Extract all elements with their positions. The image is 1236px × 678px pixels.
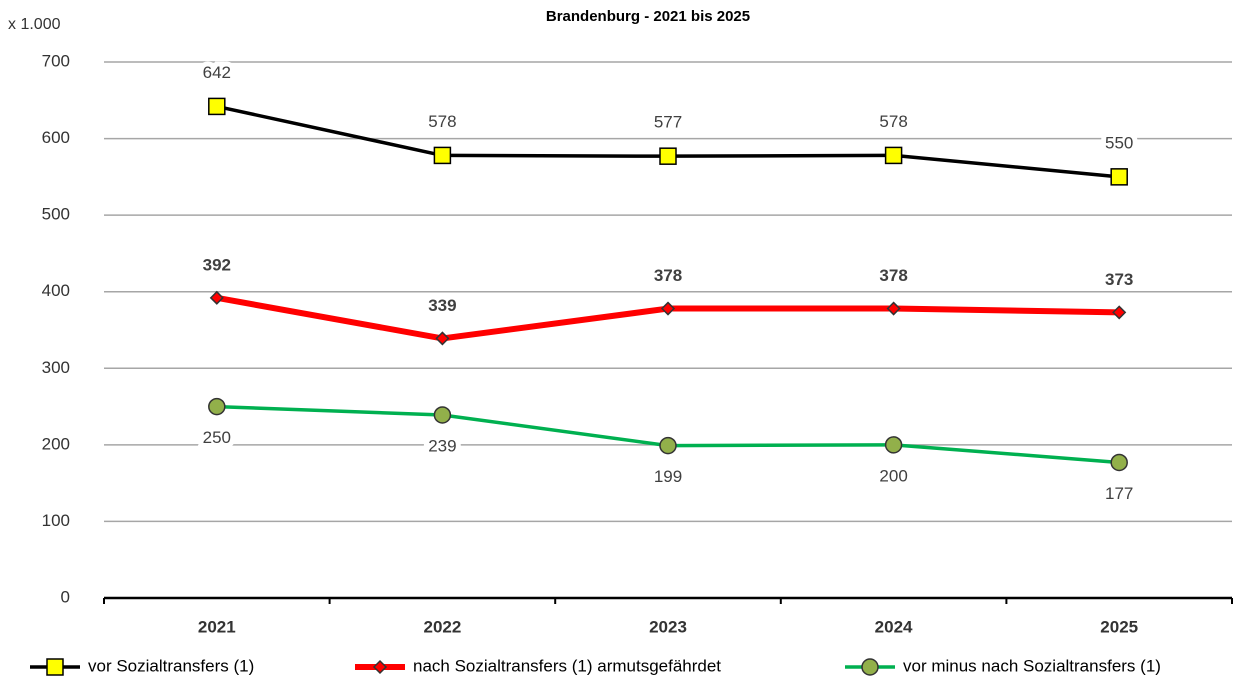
data-label: 177	[1105, 484, 1133, 503]
data-label: 642	[203, 63, 231, 82]
legend-marker	[46, 658, 64, 676]
data-point	[208, 397, 226, 416]
data-point	[209, 290, 224, 305]
data-label: 578	[879, 112, 907, 131]
x-tick-label: 2025	[1100, 617, 1138, 636]
y-unit-label: x 1.000	[8, 16, 61, 33]
y-tick-label: 300	[42, 358, 70, 377]
y-tick-label: 500	[42, 205, 70, 224]
data-label: 578	[428, 112, 456, 131]
legend-label: nach Sozialtransfers (1) armutsgefährdet	[413, 656, 721, 675]
y-tick-label: 0	[61, 587, 70, 606]
legend-label: vor Sozialtransfers (1)	[88, 656, 254, 675]
y-tick-label: 600	[42, 128, 70, 147]
data-point	[1112, 305, 1127, 320]
legend-label: vor minus nach Sozialtransfers (1)	[903, 656, 1161, 675]
y-tick-label: 200	[42, 434, 70, 453]
legend-marker	[372, 659, 388, 675]
x-tick-label: 2024	[875, 617, 913, 636]
data-label: 373	[1105, 270, 1133, 289]
data-label: 339	[428, 296, 456, 315]
data-point	[433, 146, 452, 165]
data-label: 378	[654, 266, 682, 285]
y-tick-label: 400	[42, 281, 70, 300]
x-tick-label: 2021	[198, 617, 236, 636]
data-label: 392	[203, 255, 231, 274]
data-point	[659, 436, 677, 455]
chart-title: Brandenburg - 2021 bis 2025	[546, 8, 750, 25]
data-point	[886, 301, 901, 316]
data-label: 239	[428, 436, 456, 455]
data-label: 550	[1105, 133, 1133, 152]
x-tick-label: 2023	[649, 617, 687, 636]
y-tick-label: 700	[42, 51, 70, 70]
data-point	[1110, 453, 1128, 472]
y-tick-label: 100	[42, 511, 70, 530]
x-tick-label: 2022	[423, 617, 461, 636]
data-point	[208, 97, 226, 116]
legend-marker	[861, 658, 879, 676]
data-point	[660, 301, 676, 316]
data-point	[1110, 168, 1128, 186]
data-point	[659, 147, 677, 165]
data-point	[435, 331, 450, 346]
data-label: 200	[879, 466, 907, 485]
data-label: 378	[879, 266, 907, 285]
data-label: 577	[654, 113, 682, 132]
data-point	[884, 436, 903, 454]
data-point	[884, 146, 903, 165]
data-label: 199	[654, 467, 682, 486]
data-label: 250	[203, 428, 231, 447]
data-point	[433, 406, 452, 424]
